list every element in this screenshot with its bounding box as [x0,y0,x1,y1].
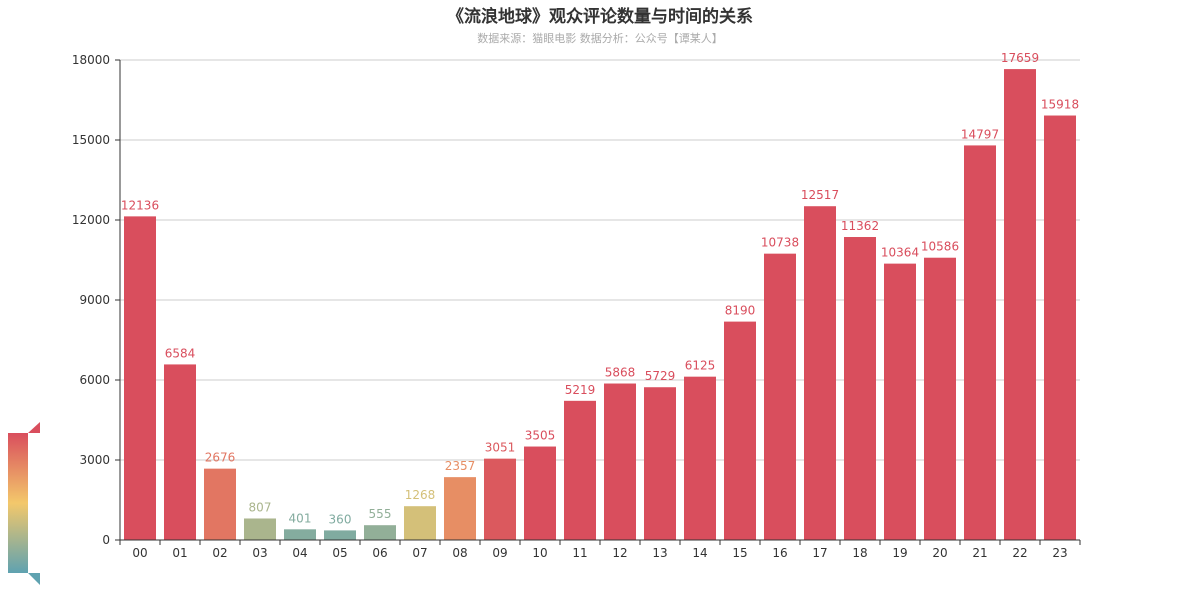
data-label: 14797 [961,127,999,141]
data-label: 5868 [605,366,636,380]
bar[interactable] [764,253,796,541]
y-tick-label: 6000 [79,373,110,387]
bar[interactable] [444,477,476,540]
x-tick-label: 10 [532,546,547,560]
bar[interactable] [684,376,716,540]
x-tick-label: 23 [1052,546,1067,560]
data-label: 360 [329,512,352,526]
y-tick-label: 0 [102,533,110,547]
data-label: 1268 [405,488,436,502]
x-tick-label: 15 [732,546,747,560]
x-tick-label: 19 [892,546,907,560]
bar[interactable] [804,206,836,541]
bar[interactable] [404,506,436,540]
x-tick-label: 11 [572,546,587,560]
x-tick-label: 22 [1012,546,1027,560]
x-tick-label: 09 [492,546,507,560]
visual-map-bar[interactable] [8,433,28,573]
bar[interactable] [884,263,916,540]
bar[interactable] [164,364,196,540]
x-tick-label: 00 [132,546,147,560]
data-label: 15918 [1041,98,1079,112]
bar[interactable] [604,383,636,540]
data-label: 3051 [485,441,516,455]
bars [124,69,1076,541]
bar[interactable] [484,458,516,540]
data-label: 2357 [445,459,476,473]
x-tick-label: 12 [612,546,627,560]
gridlines [120,59,1080,461]
data-label: 10586 [921,240,959,254]
data-label: 6125 [685,359,716,373]
x-tick-label: 13 [652,546,667,560]
bar[interactable] [1004,69,1036,541]
chart-subtitle: 数据来源：猫眼电影 数据分析：公众号【谭某人】 [477,32,723,45]
data-label: 17659 [1001,51,1039,65]
bar[interactable] [924,257,956,540]
bar[interactable] [284,529,316,540]
visual-map-handle-bottom[interactable] [28,573,40,585]
visual-map[interactable] [8,422,40,585]
y-axis: 0 3000 6000 9000 12000 15000 18000 [72,53,121,547]
bar[interactable] [564,400,596,540]
data-label: 555 [369,507,392,521]
data-label: 11362 [841,219,879,233]
y-tick-label: 3000 [79,453,110,467]
x-tick-label: 17 [812,546,827,560]
data-label: 3505 [525,429,556,443]
y-tick-label: 18000 [72,53,110,67]
data-label: 10364 [881,246,919,260]
x-tick-label: 14 [692,546,707,560]
data-label: 8190 [725,304,756,318]
data-labels: 12136 6584 2676 807 401 360 555 1268 2357 3051 350… [121,51,1079,526]
x-tick-label: 16 [772,546,787,560]
data-label: 807 [249,500,272,514]
x-tick-label: 20 [932,546,947,560]
x-tick-label: 04 [292,546,307,560]
bar[interactable] [724,321,756,540]
y-tick-label: 9000 [79,293,110,307]
bar[interactable] [364,525,396,540]
bar[interactable] [964,145,996,540]
data-label: 12136 [121,198,159,212]
chart-title: 《流浪地球》观众评论数量与时间的关系 [447,7,753,27]
x-tick-label: 21 [972,546,987,560]
bar[interactable] [324,530,356,540]
bar[interactable] [124,216,156,540]
bar[interactable] [204,468,236,540]
bar[interactable] [244,518,276,540]
data-label: 5729 [645,369,676,383]
data-label: 5219 [565,383,596,397]
x-tick-label: 02 [212,546,227,560]
data-label: 12517 [801,188,839,202]
x-axis: 00 01 02 03 04 05 06 07 08 09 10 11 12 13 14 15 16 17 18 19… [119,539,1081,560]
y-tick-label: 12000 [72,213,110,227]
y-tick-label: 15000 [72,133,110,147]
bar[interactable] [644,387,676,540]
data-label: 2676 [205,451,236,465]
x-tick-label: 01 [172,546,187,560]
data-label: 6584 [165,346,196,360]
bar[interactable] [844,237,876,540]
x-tick-label: 06 [372,546,387,560]
x-tick-label: 07 [412,546,427,560]
data-label: 10738 [761,236,799,250]
x-tick-label: 18 [852,546,867,560]
x-tick-label: 05 [332,546,347,560]
bar[interactable] [1044,115,1076,541]
bar[interactable] [524,446,556,540]
x-tick-label: 03 [252,546,267,560]
x-tick-label: 08 [452,546,467,560]
visual-map-handle-top[interactable] [28,422,40,433]
data-label: 401 [289,511,312,525]
